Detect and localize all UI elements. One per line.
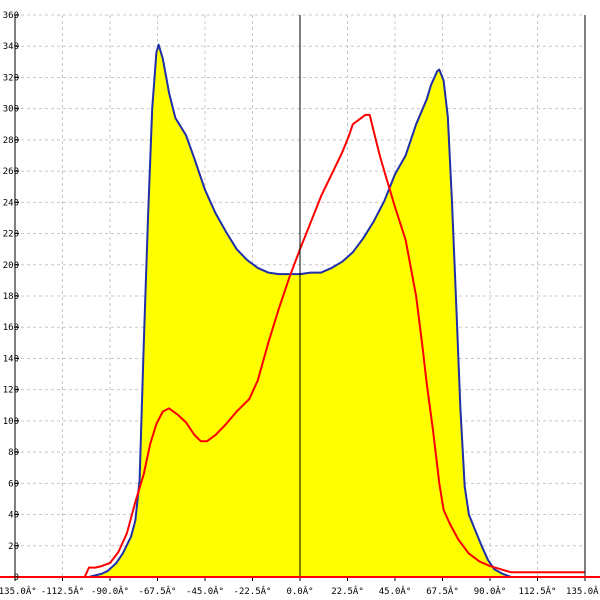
y-tick-label: 140 bbox=[3, 354, 19, 364]
y-tick-label: 340 bbox=[3, 42, 19, 52]
y-tick-label: 160 bbox=[3, 323, 19, 333]
y-tick-labels: 0 20 40 60 80 100 120 140 160 180 200 220 240 260 280 3… bbox=[3, 11, 19, 583]
x-tick-label: -112.5Â° bbox=[41, 585, 84, 597]
x-tick-label: -22.5Â° bbox=[234, 585, 272, 597]
y-tick-label: 220 bbox=[3, 230, 19, 240]
x-tick-label: -90.0Â° bbox=[91, 585, 129, 597]
y-tick-label: 80 bbox=[8, 448, 19, 458]
x-tick-labels: -135.0Â° -112.5Â° -90.0Â° -67.5Â° -45.0Â° -22… bbox=[0, 585, 600, 597]
y-tick-label: 100 bbox=[3, 417, 19, 427]
x-tick-label: -45.0Â° bbox=[186, 585, 224, 597]
y-tick-label: 200 bbox=[3, 261, 19, 271]
x-tick-label: -67.5Â° bbox=[139, 585, 177, 597]
axes bbox=[0, 14, 600, 581]
y-tick-label: 20 bbox=[8, 542, 19, 552]
x-tick-label: 90.0Â° bbox=[474, 585, 507, 597]
x-tick-label: 67.5Â° bbox=[426, 585, 459, 597]
x-tick-label: 0.0Â° bbox=[286, 585, 313, 597]
y-tick-label: 280 bbox=[3, 136, 19, 146]
x-tick-label: 22.5Â° bbox=[331, 585, 364, 597]
y-tick-label: 320 bbox=[3, 73, 19, 83]
y-tick-label: 40 bbox=[8, 511, 19, 521]
y-tick-label: 60 bbox=[8, 479, 19, 489]
y-tick-label: 0 bbox=[14, 573, 19, 583]
x-tick-label: 45.0Â° bbox=[379, 585, 412, 597]
y-tick-label: 300 bbox=[3, 105, 19, 115]
y-tick-label: 240 bbox=[3, 198, 19, 208]
x-tick-label: 135.0Â° bbox=[566, 585, 600, 597]
x-tick-label: 112.5Â° bbox=[519, 585, 557, 597]
y-tick-label: 360 bbox=[3, 11, 19, 21]
y-tick-label: 180 bbox=[3, 292, 19, 302]
y-tick-label: 260 bbox=[3, 167, 19, 177]
y-tick-label: 120 bbox=[3, 386, 19, 396]
x-tick-label: -135.0Â° bbox=[0, 585, 37, 597]
